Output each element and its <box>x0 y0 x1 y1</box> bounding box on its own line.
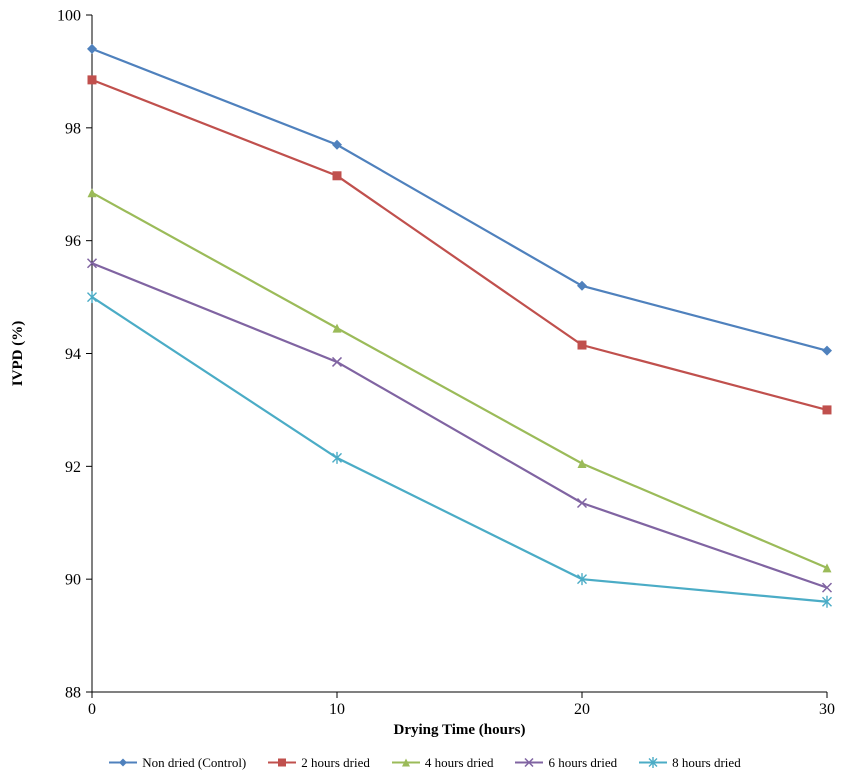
legend-marker <box>109 758 138 767</box>
plot-area: 88 90 92 94 96 98 100 0 10 20 30 Drying Time (hours… <box>10 8 835 739</box>
series-marker <box>821 582 833 593</box>
legend-label: Non dried (Control) <box>142 754 247 770</box>
legend-marker <box>391 758 420 767</box>
chart-legend: Non dried (Control) 2 hours dried 4 hours … <box>0 743 850 777</box>
series-marker <box>278 758 287 767</box>
x-axis-title: Drying Time (hours) <box>394 722 526 738</box>
legend-marker <box>268 758 297 767</box>
series-marker <box>332 323 342 333</box>
series-marker <box>332 171 342 181</box>
series-marker <box>822 563 832 573</box>
x-tick-label: 30 <box>819 701 835 718</box>
series-marker <box>87 291 97 304</box>
series-marker <box>822 405 832 415</box>
y-tick-label: 96 <box>65 233 81 250</box>
series-marker <box>332 139 342 150</box>
series-marker <box>576 497 588 509</box>
y-axis-title: IVPD (%) <box>10 321 26 386</box>
x-tick-label: 20 <box>574 701 590 718</box>
legend-label: 8 hours dried <box>672 754 741 770</box>
series-marker <box>331 356 343 367</box>
y-tick-label: 88 <box>65 685 81 702</box>
y-tick-label: 90 <box>65 572 81 589</box>
series-marker <box>119 758 128 767</box>
series-line <box>91 262 828 589</box>
legend-label: 2 hours dried <box>301 754 370 770</box>
series-marker <box>577 459 587 469</box>
legend-label: 6 hours dried <box>548 754 618 770</box>
series-marker <box>87 75 97 85</box>
legend-item: 8 hours dried <box>639 755 741 771</box>
legend-marker <box>515 757 544 768</box>
series-marker <box>577 340 587 350</box>
series-marker <box>822 595 832 608</box>
series-marker <box>577 573 587 586</box>
x-tick-label: 10 <box>329 701 345 718</box>
series-line <box>91 78 828 411</box>
legend-item: 4 hours dried <box>391 754 494 771</box>
legend-marker <box>639 757 668 768</box>
y-tick-label: 94 <box>65 346 81 363</box>
y-tick-label: 92 <box>65 459 81 476</box>
series-marker <box>822 345 832 356</box>
series-marker <box>86 258 98 269</box>
x-tick-label: 0 <box>88 701 96 718</box>
series-marker <box>332 451 342 464</box>
legend-item: 2 hours dried <box>268 755 370 771</box>
series-marker <box>648 757 658 768</box>
series-marker <box>87 43 97 54</box>
series-line <box>91 296 828 603</box>
series-marker <box>524 757 535 768</box>
legend-label: 4 hours dried <box>424 754 494 770</box>
legend-item: Non dried (Control) <box>109 755 246 771</box>
series-line <box>91 191 828 569</box>
legend-item: 6 hours dried <box>515 755 617 771</box>
series-marker <box>87 188 97 198</box>
series-line <box>91 47 828 352</box>
series-marker <box>577 280 587 291</box>
series-marker <box>401 758 410 767</box>
y-tick-label: 98 <box>65 120 81 137</box>
y-tick-label: 100 <box>57 8 81 25</box>
